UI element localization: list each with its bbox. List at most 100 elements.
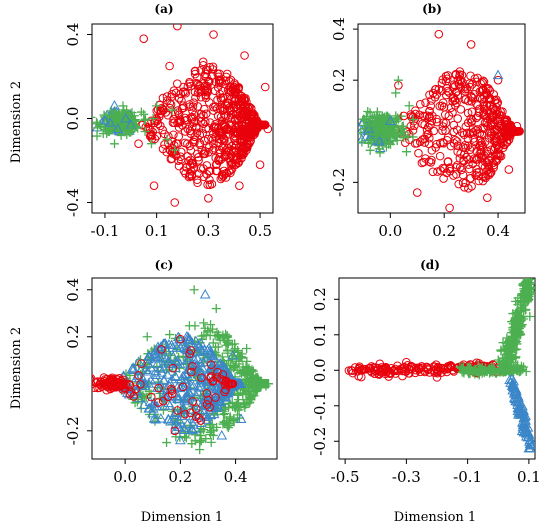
plus-point-series0 (141, 392, 151, 402)
triangle-point-series1 (179, 424, 190, 434)
circle-point-series0 (460, 183, 469, 192)
triangle-point-series3 (507, 378, 519, 389)
circle-point-series3 (188, 362, 197, 371)
plus-point-series0 (252, 383, 262, 393)
circle-point-series0 (203, 134, 213, 144)
circle-point-series0 (453, 91, 463, 100)
circle-point-series0 (233, 84, 243, 94)
triangle-point-series1 (169, 370, 181, 381)
triangle-point-series1 (212, 401, 224, 411)
plus-point-series2 (492, 367, 502, 377)
circle-point-series0 (449, 92, 458, 102)
plus-point-series2 (92, 131, 102, 141)
plus-point-series0 (223, 345, 233, 355)
circle-point (134, 139, 143, 148)
circle-point-series0 (207, 71, 216, 80)
circle-point-series0 (245, 110, 255, 119)
plus-point-series0 (244, 398, 254, 408)
triangle-point-series1 (176, 410, 188, 420)
plus-point-series0 (249, 391, 259, 401)
circle-point (240, 51, 249, 60)
circle-point-series0 (174, 161, 184, 171)
circle-point-series0 (158, 104, 167, 114)
circle-point-series0 (221, 111, 231, 121)
circle-point-series0 (425, 106, 434, 116)
panel-frame-d (338, 277, 536, 460)
plus-point-series0 (235, 368, 245, 378)
plus-point-series2 (375, 148, 385, 158)
circle-point (170, 198, 180, 207)
circle-point-series0 (492, 102, 501, 112)
circle-point-series0 (480, 137, 490, 147)
triangle-point-series1 (130, 372, 142, 382)
y-axis-title-top: Dimension 2 (9, 81, 24, 163)
triangle-point-series1 (182, 380, 193, 391)
circle-point-series0 (453, 76, 463, 85)
circle-point-series0 (469, 134, 478, 143)
plus-point-series0 (187, 439, 197, 449)
circle-point-series0 (167, 92, 176, 102)
circle-point-series3 (178, 382, 188, 392)
circle-point-series0 (209, 106, 218, 115)
circle-point-series0 (196, 92, 206, 102)
triangle-point-series1 (149, 353, 161, 363)
y-tick-label: 0.2 (311, 287, 329, 311)
triangle-point-series1 (149, 374, 161, 384)
circle-point-series0 (498, 138, 507, 148)
circle-point-series0 (251, 122, 260, 131)
plus-point-series0 (206, 320, 216, 330)
plus-point-series2 (386, 139, 396, 149)
circle-point-series0 (187, 172, 197, 181)
circle-point-series0 (435, 151, 445, 161)
x-tick-label: 0.2 (432, 222, 456, 240)
circle-point-series0 (424, 133, 434, 143)
circle-point-series0 (436, 363, 445, 373)
plus-point-series2 (136, 107, 146, 117)
plus-point-series0 (227, 397, 237, 407)
triangle-point-series1 (184, 364, 195, 374)
circle-point-series0 (424, 157, 434, 166)
circle-point-series0 (145, 131, 155, 141)
y-tick-label: 0.0 (64, 107, 82, 131)
circle-point-series0 (179, 166, 189, 176)
plus-point (142, 332, 152, 342)
circle-point-series0 (487, 113, 497, 122)
triangle-point-series1 (220, 392, 232, 402)
circle-point-series0 (195, 81, 205, 91)
circle-point-series0 (496, 121, 506, 131)
triangle-point-series1 (187, 380, 199, 391)
plus-point (404, 101, 414, 111)
circle-point-series0 (158, 144, 168, 154)
circle-point-series3 (202, 400, 212, 409)
triangle-point-series1 (174, 382, 186, 393)
plus-point-series1 (521, 305, 531, 315)
circle-point-series0 (240, 96, 250, 105)
triangle-point-series1 (135, 364, 147, 374)
circle-point-series0 (442, 74, 452, 84)
circle-point-series0 (503, 131, 513, 141)
circle-point-series0 (493, 98, 503, 107)
circle-point-series0 (465, 174, 475, 183)
circle-point-series3 (213, 367, 222, 377)
plus-point (167, 105, 177, 115)
plus-point-series0 (218, 330, 228, 340)
circle-point-series0 (183, 82, 193, 91)
circle-point-series0 (205, 175, 214, 185)
circle-point (412, 188, 422, 197)
plus-point-series0 (166, 351, 176, 361)
circle-point-series0 (478, 161, 487, 170)
plus-point-series1 (526, 278, 535, 284)
panel-label-b: (b) (422, 2, 442, 16)
x-tick-label: -0.3 (392, 468, 421, 486)
circle-point-series3 (167, 389, 177, 399)
triangle-point (120, 112, 131, 123)
circle-point-series0 (224, 99, 233, 108)
circle-point-series0 (462, 128, 472, 138)
plus-point-series0 (181, 433, 191, 443)
circle-point-series0 (185, 141, 194, 151)
x-tick-label: 0.5 (248, 222, 272, 240)
circle-point-series0 (478, 76, 488, 86)
plus-point-series2 (371, 129, 381, 139)
plus-point-series2 (92, 116, 96, 119)
circle-point-series0 (459, 156, 469, 166)
